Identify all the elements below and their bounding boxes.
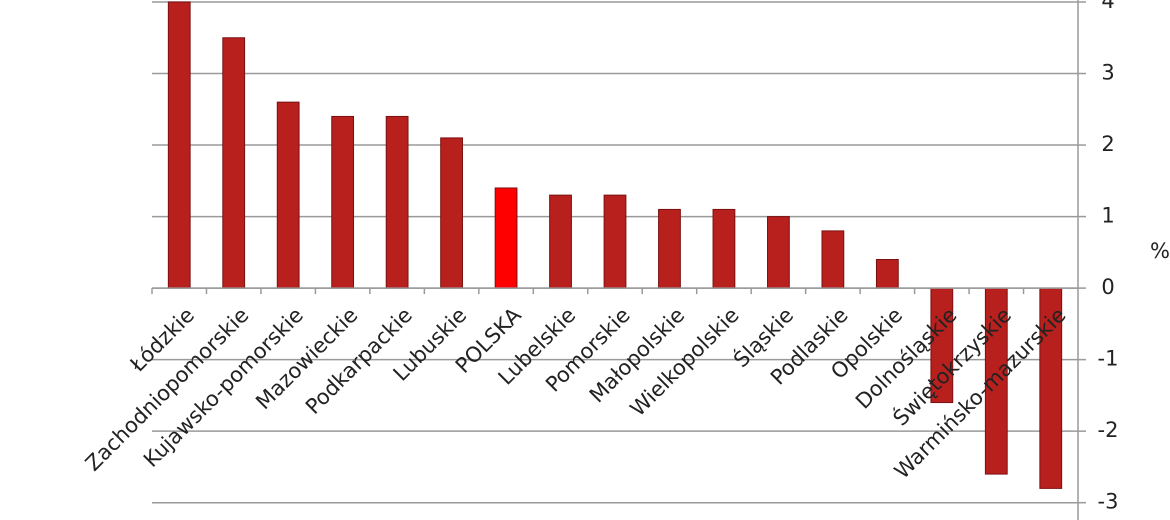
y-tick-label: 2 [1101, 132, 1114, 156]
bar [875, 259, 899, 289]
bar [549, 194, 572, 289]
y-tick-label: 0 [1101, 275, 1114, 299]
y-axis-label: % [1150, 239, 1170, 263]
bar [167, 1, 191, 289]
bar [276, 101, 300, 289]
bar [331, 115, 355, 289]
bar [767, 216, 790, 289]
y-tick-label: -3 [1098, 490, 1119, 514]
y-tick-label: -2 [1098, 418, 1119, 442]
bar [821, 230, 845, 289]
y-tick-label: 1 [1101, 204, 1114, 228]
y-tick-label: 4 [1101, 0, 1114, 13]
bar [712, 208, 736, 289]
bar [658, 208, 681, 289]
bar [494, 187, 518, 289]
y-tick-label: -1 [1098, 347, 1119, 371]
bar [603, 194, 627, 289]
bar [440, 137, 463, 289]
bar [222, 37, 246, 289]
y-tick-label: 3 [1101, 61, 1114, 85]
bar [385, 115, 409, 289]
